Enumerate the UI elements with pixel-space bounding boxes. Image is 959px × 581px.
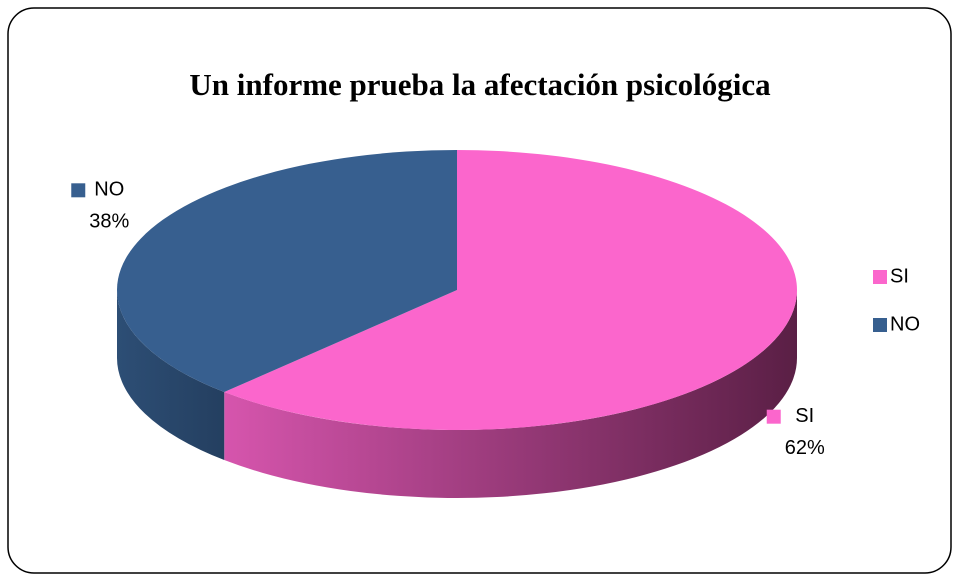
slice (224, 150, 798, 430)
data-label-name: NO (94, 179, 124, 201)
legend-key (873, 318, 887, 332)
legend-label: NO (890, 313, 920, 335)
slice-side (224, 290, 798, 498)
data-label-key (766, 409, 781, 424)
data-label-name: SI (795, 405, 814, 427)
slice-side (117, 290, 225, 461)
slice (117, 150, 457, 393)
data-label-value: 62% (785, 437, 825, 459)
chart-title: Un informe prueba la afectación psicológ… (189, 67, 771, 102)
legend-label: SI (890, 265, 909, 287)
data-label-value: 38% (89, 211, 129, 233)
legend-key (873, 270, 887, 284)
data-label-key (71, 183, 86, 198)
